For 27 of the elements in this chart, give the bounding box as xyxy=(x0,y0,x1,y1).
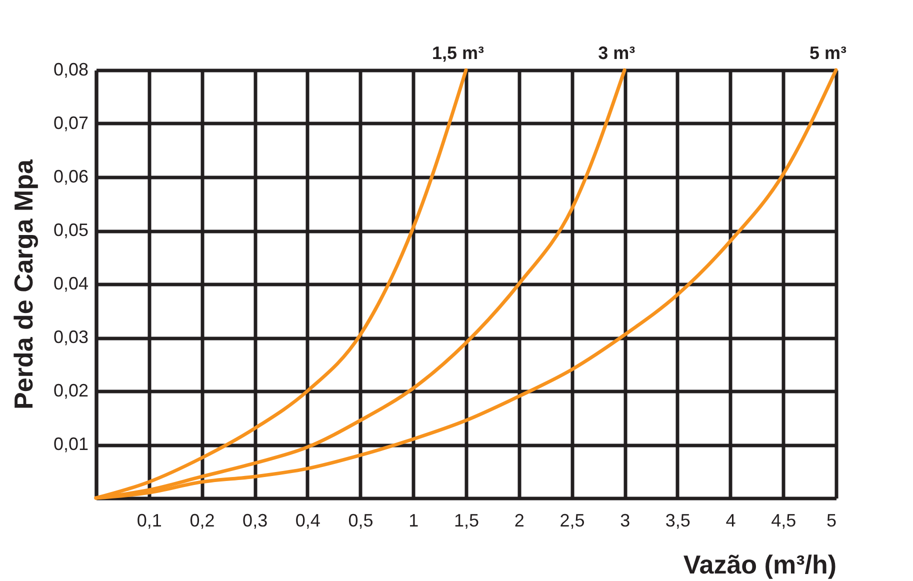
x-tick-label: 0,3 xyxy=(242,510,268,530)
x-tick-label: 1 xyxy=(408,510,419,530)
x-tick-label: 0,4 xyxy=(295,510,320,530)
x-tick-label: 5 xyxy=(826,510,836,530)
x-tick-label: 2 xyxy=(514,510,524,530)
y-tick-label: 0,04 xyxy=(53,274,88,294)
x-tick-label: 2,5 xyxy=(560,510,585,530)
y-tick-label: 0,03 xyxy=(53,327,88,347)
series-label: 1,5 m³ xyxy=(432,43,484,63)
x-tick-label: 4,5 xyxy=(771,510,796,530)
x-tick-label: 4 xyxy=(726,510,736,530)
series-label: 5 m³ xyxy=(809,43,847,63)
x-tick-label: 0,5 xyxy=(348,510,374,530)
x-tick-label: 3,5 xyxy=(665,510,690,530)
y-tick-label: 0,02 xyxy=(53,380,88,400)
series-label: 3 m³ xyxy=(598,43,636,63)
x-tick-label: 1,5 xyxy=(454,510,480,530)
x-tick-label: 3 xyxy=(620,510,630,530)
x-tick-label: 0,1 xyxy=(136,510,162,530)
y-tick-label: 0,06 xyxy=(53,166,88,186)
y-tick-label: 0,05 xyxy=(53,220,88,240)
y-tick-label: 0,01 xyxy=(53,434,88,454)
y-tick-label: 0,08 xyxy=(53,60,88,80)
x-axis-title: Vazão (m³/h) xyxy=(683,550,836,580)
y-axis-title: Perda de Carga Mpa xyxy=(8,158,38,410)
y-tick-label: 0,07 xyxy=(53,113,88,133)
x-tick-label: 0,2 xyxy=(190,510,215,530)
